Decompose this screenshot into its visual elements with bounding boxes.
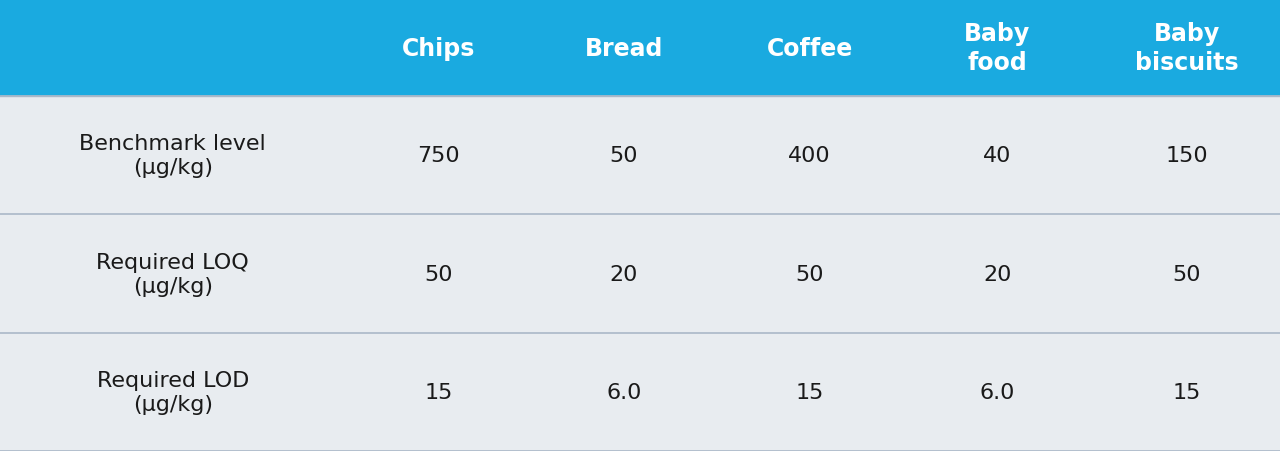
Text: 50: 50 xyxy=(424,264,453,284)
Text: Baby
biscuits: Baby biscuits xyxy=(1135,22,1238,75)
Text: 15: 15 xyxy=(424,382,453,402)
Text: Coffee: Coffee xyxy=(767,37,852,60)
Bar xyxy=(0,333,1280,451)
Text: 150: 150 xyxy=(1165,146,1208,166)
Text: 50: 50 xyxy=(609,146,639,166)
Text: Bread: Bread xyxy=(585,37,663,60)
Bar xyxy=(0,0,1280,97)
Text: Baby
food: Baby food xyxy=(964,22,1030,75)
Text: 6.0: 6.0 xyxy=(607,382,641,402)
Text: 50: 50 xyxy=(1172,264,1201,284)
Text: Required LOQ
(μg/kg): Required LOQ (μg/kg) xyxy=(96,252,250,296)
Text: Benchmark level
(μg/kg): Benchmark level (μg/kg) xyxy=(79,134,266,178)
Text: 20: 20 xyxy=(609,264,639,284)
Text: 20: 20 xyxy=(983,264,1011,284)
Text: 50: 50 xyxy=(795,264,824,284)
Text: 15: 15 xyxy=(795,382,824,402)
Text: 6.0: 6.0 xyxy=(979,382,1015,402)
Text: Required LOD
(μg/kg): Required LOD (μg/kg) xyxy=(96,370,250,414)
Text: 15: 15 xyxy=(1172,382,1201,402)
Text: 40: 40 xyxy=(983,146,1011,166)
Bar xyxy=(0,97,1280,215)
Text: 400: 400 xyxy=(788,146,831,166)
Text: 750: 750 xyxy=(417,146,460,166)
Bar xyxy=(0,215,1280,333)
Text: Chips: Chips xyxy=(402,37,475,60)
